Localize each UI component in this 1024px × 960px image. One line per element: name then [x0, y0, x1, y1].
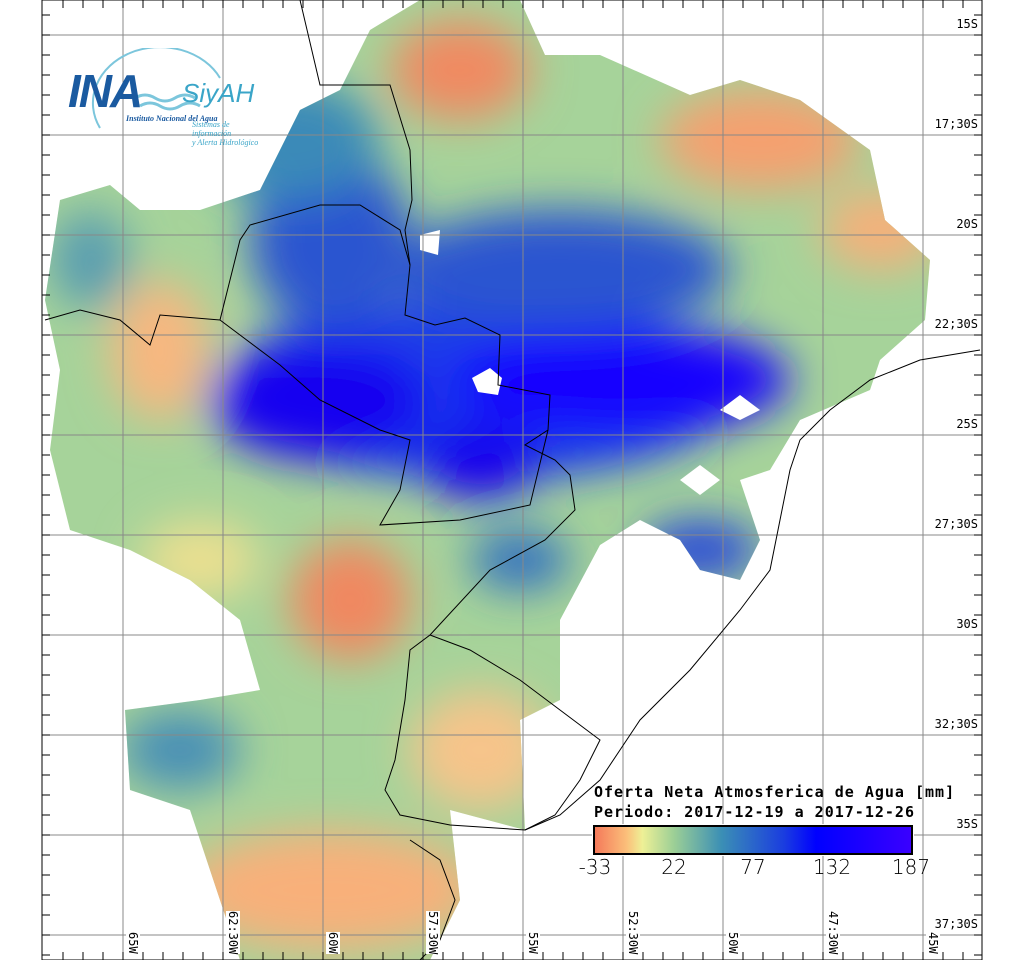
longitude-label: 62:30W — [226, 910, 240, 954]
legend-title: Oferta Neta Atmosferica de Agua [mm] Per… — [594, 782, 955, 822]
latitude-label: 37;30S — [934, 917, 978, 931]
country-borders — [44, 0, 981, 960]
colorbar-tick-label: -33 — [578, 855, 612, 879]
legend-period: Periodo: 2017-12-19 a 2017-12-26 — [594, 803, 915, 821]
colorbar-tick-label: 22 — [661, 855, 687, 879]
longitude-label: 65W — [126, 932, 140, 954]
missing-data-patches — [420, 230, 760, 495]
ina-siyah-logo: INA SiyAH Instituto Nacional del Agua Si… — [60, 48, 270, 148]
latitude-label: 17;30S — [934, 117, 978, 131]
logo-siyah: SiyAH — [182, 78, 255, 108]
longitude-label: 57:30W — [426, 910, 440, 954]
latitude-label: 35S — [956, 817, 978, 831]
longitude-label: 52:30W — [626, 910, 640, 954]
colorbar-tick-label: 132 — [812, 855, 852, 879]
latitude-label: 30S — [956, 617, 978, 631]
logo-system-line1: Sistemas de información — [192, 120, 232, 138]
longitude-label: 60W — [326, 932, 340, 954]
axis-ticks — [42, 0, 982, 960]
latitude-label: 15S — [956, 17, 978, 31]
latitude-label: 27;30S — [934, 517, 978, 531]
colorbar-tick-label: 187 — [891, 855, 931, 879]
map-frame — [41, 0, 983, 960]
colorbar — [592, 824, 914, 856]
longitude-label: 55W — [526, 932, 540, 954]
logo-arc-icon — [91, 48, 221, 129]
logo-system-line2: y Alerta Hidrológico — [192, 138, 259, 147]
logo-institute: Instituto Nacional del Agua — [126, 114, 218, 123]
longitude-label: 50W — [726, 932, 740, 954]
logo-system: Sistemas de información y Alerta Hidroló… — [192, 120, 270, 147]
longitude-label: 45W — [926, 932, 940, 954]
legend-variable: Oferta Neta Atmosferica de Agua [mm] — [594, 783, 956, 801]
latitude-label: 25S — [956, 417, 978, 431]
latitude-label: 22;30S — [934, 317, 978, 331]
longitude-label: 47:30W — [826, 910, 840, 954]
latitude-label: 32;30S — [934, 717, 978, 731]
colorbar-tick-label: 77 — [740, 855, 766, 879]
logo-ina: INA — [68, 65, 143, 117]
latitude-label: 20S — [956, 217, 978, 231]
